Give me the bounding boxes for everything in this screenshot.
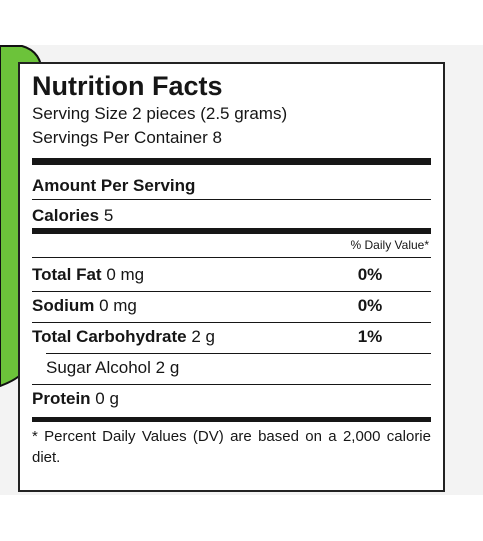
nutrition-label: Nutrition Facts Serving Size 2 pieces (2… [18, 62, 445, 492]
nutrient-name: Sugar Alcohol [46, 358, 151, 377]
daily-value: 0% [357, 296, 383, 315]
nutrient-row: Protein 0 g [32, 389, 119, 409]
rule [32, 322, 431, 323]
rule [32, 291, 431, 292]
rule [32, 199, 431, 200]
thick-rule [32, 417, 431, 422]
calories-value: 5 [103, 206, 114, 225]
serving-size: Serving Size 2 pieces (2.5 grams) [32, 104, 288, 123]
title: Nutrition Facts [32, 71, 223, 101]
nutrient-row: Total Fat 0 mg [32, 265, 144, 285]
thick-rule [32, 228, 431, 234]
calories-label: Calories [32, 206, 100, 225]
dv-header: % Daily Value* [350, 238, 429, 252]
nutrient-amount: 0 mg [99, 296, 137, 315]
nutrient-amount: 0 mg [106, 265, 145, 284]
rule [32, 384, 431, 385]
amount-per-serving: Amount Per Serving [32, 176, 196, 195]
footnote: * Percent Daily Values (DV) are based on… [32, 428, 431, 466]
nutrient-name: Sodium [32, 296, 95, 315]
calories-row: Calories 5 [32, 206, 113, 226]
rule [46, 353, 431, 354]
nutrient-name: Total Fat [32, 265, 102, 284]
daily-value: 1% [357, 327, 383, 346]
daily-value: 0% [357, 265, 383, 284]
rule [32, 257, 431, 258]
nutrient-row: Total Carbohydrate 2 g [32, 327, 215, 347]
nutrient-amount: 2 g [191, 327, 215, 346]
nutrient-row: Sugar Alcohol 2 g [46, 358, 179, 378]
nutrient-name: Total Carbohydrate [32, 327, 187, 346]
nutrient-name: Protein [32, 389, 91, 408]
servings-per-container: Servings Per Container 8 [32, 128, 222, 147]
nutrient-row: Sodium 0 mg [32, 296, 137, 316]
nutrient-amount: 0 g [95, 389, 119, 408]
thick-rule [32, 158, 431, 165]
nutrient-amount: 2 g [155, 358, 180, 377]
